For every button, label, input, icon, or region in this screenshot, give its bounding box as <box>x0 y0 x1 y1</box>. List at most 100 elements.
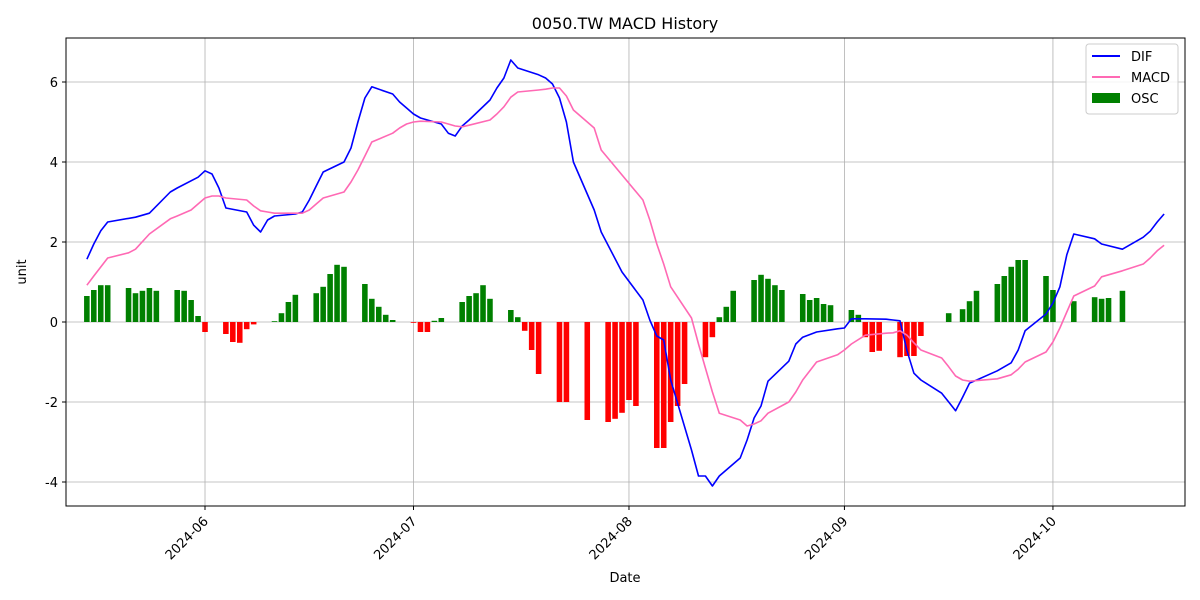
osc-bar <box>806 300 813 322</box>
legend-osc-label: OSC <box>1131 92 1159 107</box>
osc-bar <box>973 290 980 322</box>
osc-bar <box>869 322 876 352</box>
osc-bar <box>362 284 368 322</box>
osc-bar <box>139 290 146 322</box>
osc-bar <box>772 285 778 322</box>
osc-bar <box>1015 260 1021 322</box>
osc-bar <box>535 322 542 374</box>
osc-bar <box>202 322 208 332</box>
osc-bar <box>1001 276 1008 322</box>
osc-bar <box>508 310 514 322</box>
y-tick-label: 4 <box>50 156 58 171</box>
osc-bar <box>966 301 973 322</box>
osc-bar <box>125 288 132 322</box>
osc-bar <box>223 322 229 334</box>
osc-bar <box>230 322 236 342</box>
osc-bar <box>243 322 250 330</box>
osc-bar <box>1105 298 1112 322</box>
osc-bar <box>716 317 723 322</box>
osc-bar <box>779 290 785 322</box>
osc-bar <box>236 322 243 343</box>
osc-bar <box>563 322 570 402</box>
legend-macd-label: MACD <box>1131 71 1170 86</box>
osc-bar <box>473 293 479 322</box>
osc-bar <box>97 285 104 322</box>
osc-bar <box>633 322 639 406</box>
osc-bar <box>660 322 667 448</box>
osc-bar <box>375 306 382 322</box>
osc-bar <box>334 264 340 322</box>
osc-bar <box>521 322 528 331</box>
osc-bar <box>84 296 90 322</box>
osc-bar <box>653 322 660 448</box>
osc-bar <box>313 293 319 322</box>
osc-bar <box>285 302 292 322</box>
osc-bar <box>702 322 709 358</box>
osc-bar <box>584 322 591 420</box>
osc-bar <box>667 322 674 422</box>
osc-bar <box>417 322 424 332</box>
x-axis-title: Date <box>609 571 640 586</box>
osc-bar <box>1091 297 1098 322</box>
osc-bar <box>765 278 771 322</box>
osc-bar <box>918 322 924 336</box>
chart-title: 0050.TW MACD History <box>532 14 718 33</box>
y-tick-label: -4 <box>45 476 58 491</box>
osc-bar <box>250 322 257 325</box>
osc-bar <box>945 313 952 322</box>
osc-bar <box>91 290 97 322</box>
osc-bar <box>1119 290 1126 322</box>
osc-bar <box>487 298 493 322</box>
osc-bar <box>876 322 882 351</box>
osc-bar <box>341 266 347 322</box>
osc-bar <box>959 309 966 322</box>
osc-bar <box>904 322 910 356</box>
osc-bar <box>431 320 438 322</box>
osc-bar <box>1008 266 1015 322</box>
osc-bar <box>327 274 333 322</box>
osc-bar <box>410 322 417 323</box>
macd-line <box>86 87 1165 427</box>
osc-bar <box>730 290 737 322</box>
osc-bar <box>556 322 563 402</box>
osc-bar <box>389 320 396 322</box>
osc-bar <box>188 300 194 322</box>
osc-bar <box>466 296 472 322</box>
y-tick-label: 2 <box>50 236 58 251</box>
osc-bar <box>911 322 917 356</box>
legend-osc-swatch <box>1092 93 1120 103</box>
osc-bar <box>820 304 827 322</box>
osc-bar <box>104 285 111 322</box>
osc-bar <box>751 280 757 322</box>
osc-bars <box>84 260 1126 448</box>
dif-line <box>86 59 1165 487</box>
osc-bar <box>674 322 681 406</box>
osc-bar <box>174 290 180 322</box>
legend: DIF MACD OSC <box>1085 43 1179 115</box>
osc-bar <box>1050 290 1056 322</box>
osc-bar <box>862 322 869 338</box>
osc-bar <box>369 298 375 322</box>
osc-bar <box>382 314 389 322</box>
osc-bar <box>626 322 632 400</box>
y-tick-label: 0 <box>50 316 58 331</box>
osc-bar <box>827 305 834 322</box>
plot-frame <box>65 37 1186 507</box>
y-tick-label: 6 <box>50 76 58 91</box>
y-axis-ticks: -4 -2 0 2 4 6 <box>45 76 66 491</box>
osc-bar <box>278 313 285 322</box>
osc-bar <box>848 310 855 322</box>
legend-dif-label: DIF <box>1131 50 1152 65</box>
osc-bar <box>153 290 160 322</box>
osc-bar <box>1098 298 1105 322</box>
osc-bar <box>528 322 535 350</box>
y-axis-title: unit <box>15 259 30 284</box>
osc-bar <box>723 306 730 322</box>
osc-bar <box>438 318 445 322</box>
osc-bar <box>146 288 153 322</box>
osc-bar <box>758 274 764 322</box>
osc-bar <box>619 322 625 413</box>
osc-bar <box>459 302 465 322</box>
osc-bar <box>1022 260 1028 322</box>
